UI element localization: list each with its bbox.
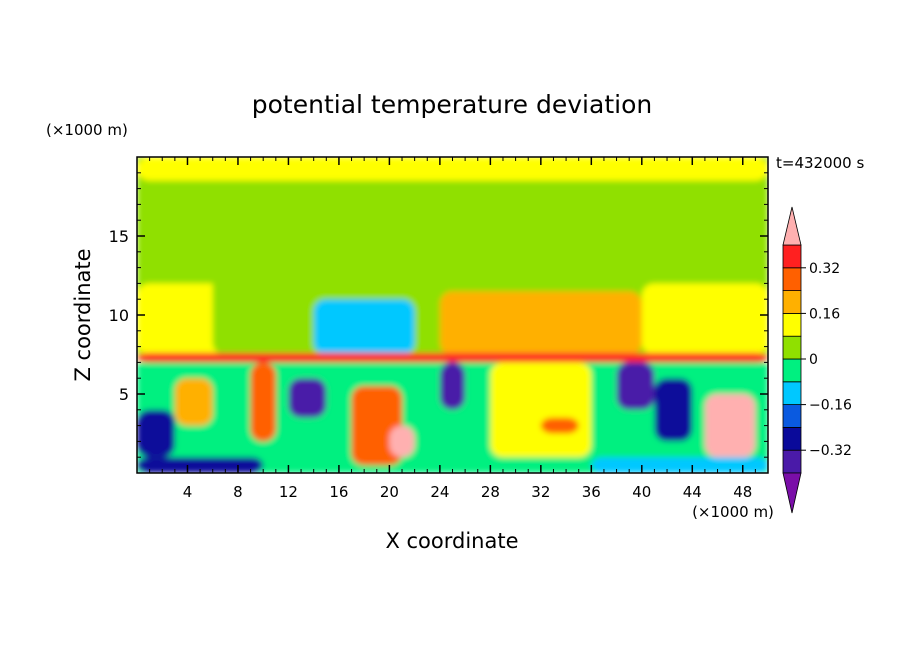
x-tick-label: 8 [233, 483, 243, 501]
colorbar-segment [782, 404, 802, 428]
x-tick-label: 40 [632, 483, 651, 501]
x-tick-label: 20 [380, 483, 399, 501]
field-region [439, 330, 642, 355]
colorbar-segment [782, 335, 802, 360]
field-region [389, 425, 415, 458]
x-unit-label: (×1000 m) [692, 503, 774, 521]
field-region [250, 362, 276, 442]
colorbar-tick-label: −0.16 [809, 398, 852, 414]
colorbar-tick-label: 0.32 [809, 261, 840, 277]
colorbar: 0.32 0.16 0 −0.16 −0.32 [782, 206, 852, 514]
x-tick-label: 28 [481, 483, 500, 501]
colorbar-tick-label: −0.32 [809, 443, 852, 459]
chart-title: potential temperature deviation [252, 90, 652, 119]
field-region [351, 386, 403, 466]
colorbar-segment [782, 449, 802, 474]
colorbar-tick-label: 0 [809, 352, 818, 368]
x-axis-label: X coordinate [385, 529, 518, 553]
z-tick-label: 10 [109, 306, 129, 325]
x-axis: 4 8 12 16 20 24 28 32 36 40 44 48 [149, 157, 756, 501]
x-tick-label: 4 [183, 483, 193, 501]
x-tick-label: 16 [329, 483, 348, 501]
z-tick-label: 5 [119, 385, 129, 404]
field-region [704, 394, 756, 458]
colorbar-bottom-arrow [782, 472, 802, 514]
field-region [137, 157, 768, 181]
colorbar-segment [782, 426, 802, 451]
colorbar-segment [782, 358, 802, 383]
colorbar-tick-label: 0.16 [809, 306, 840, 322]
x-tick-label: 32 [531, 483, 550, 501]
field-region [540, 417, 579, 434]
field-region [490, 362, 592, 458]
field-region [137, 457, 264, 473]
field-region [641, 283, 768, 355]
field-region [313, 299, 415, 355]
colorbar-segment [782, 290, 802, 314]
x-tick-label: 12 [279, 483, 298, 501]
field-region [616, 362, 655, 410]
field-region [591, 457, 768, 473]
colorbar-segment [782, 381, 802, 405]
colorbar-segment [782, 244, 802, 269]
x-tick-label: 24 [430, 483, 449, 501]
colorbar-top-arrow [782, 206, 802, 246]
colorbar-segment [782, 267, 802, 291]
field-region [137, 352, 768, 363]
y-axis-label: Z coordinate [71, 248, 95, 381]
field-region [288, 378, 327, 418]
x-tick-label: 36 [582, 483, 601, 501]
x-tick-label: 48 [733, 483, 752, 501]
contour-field [137, 157, 768, 473]
field-region [439, 362, 466, 410]
z-axis: 5 10 15 [109, 172, 768, 458]
colorbar-segment [782, 312, 802, 337]
field-region [137, 409, 175, 458]
x-tick-label: 44 [683, 483, 702, 501]
z-tick-label: 15 [109, 227, 129, 246]
field-region [654, 378, 693, 442]
field-region [174, 378, 213, 426]
z-unit-label: (×1000 m) [46, 121, 128, 139]
time-label: t=432000 s [776, 154, 864, 172]
